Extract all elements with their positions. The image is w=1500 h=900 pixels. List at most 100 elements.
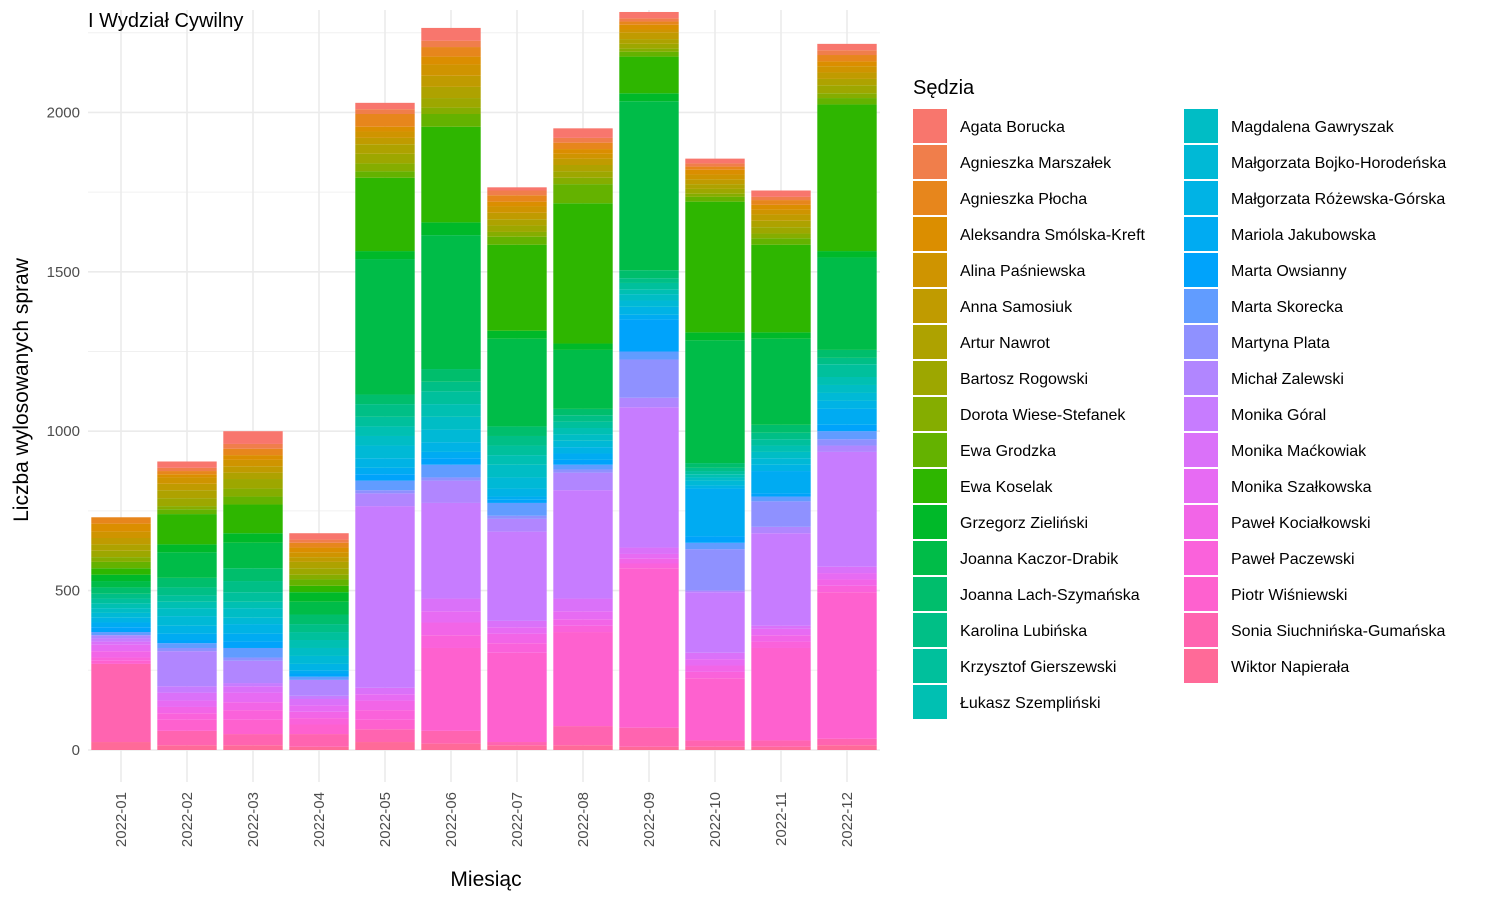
bar-segment xyxy=(685,549,745,591)
bar-segment xyxy=(223,657,283,661)
bar-segment xyxy=(487,518,547,532)
bar-segment xyxy=(685,196,745,202)
legend-label: Ewa Grodzka xyxy=(960,443,1056,460)
bar-segment xyxy=(619,294,679,301)
bar-segment xyxy=(223,710,283,720)
bar-segment xyxy=(289,647,349,656)
legend-swatch xyxy=(1184,469,1218,503)
bar-segment xyxy=(685,477,745,481)
legend-swatch xyxy=(1184,325,1218,359)
bar-segment xyxy=(289,670,349,674)
bar-segment xyxy=(223,568,283,582)
bar-segment xyxy=(487,195,547,202)
bar-segment xyxy=(685,467,745,472)
bar-segment xyxy=(289,676,349,680)
bar-segment xyxy=(289,568,349,575)
bar-segment xyxy=(685,184,745,189)
bar-segment xyxy=(817,573,877,580)
bar-segment xyxy=(751,451,811,459)
bar-segment xyxy=(421,47,481,57)
bar-segment xyxy=(751,458,811,465)
bar-segment xyxy=(553,184,613,204)
bar-segment xyxy=(619,289,679,295)
legend-label: Paweł Kociałkowski xyxy=(1231,515,1371,532)
bar-segment xyxy=(157,700,217,707)
bar-segment xyxy=(421,369,481,382)
bar-segment xyxy=(289,552,349,558)
bar-segment xyxy=(91,587,151,594)
bar-segment xyxy=(91,603,151,609)
bar-segment xyxy=(817,55,877,62)
bar-segment xyxy=(157,506,217,510)
bar-segment xyxy=(553,469,613,473)
bar-segment xyxy=(685,332,745,341)
bar-segment xyxy=(157,706,217,714)
bar-segment xyxy=(289,624,349,633)
bar-segment xyxy=(751,238,811,245)
bar-segment xyxy=(223,488,283,497)
bar-segment xyxy=(685,746,745,750)
bar-segment xyxy=(157,633,217,641)
bar-segment xyxy=(289,655,349,664)
bar-segment xyxy=(751,190,811,197)
legend-label: Marta Owsianny xyxy=(1231,263,1347,280)
bar-segment xyxy=(355,729,415,743)
legend-swatch xyxy=(1184,613,1218,647)
bar-segment xyxy=(751,432,811,440)
bar-segment xyxy=(289,539,349,543)
bar-segment xyxy=(553,137,613,143)
bar-segment xyxy=(289,614,349,625)
bar-segment xyxy=(487,445,547,456)
bar-segment xyxy=(817,408,877,425)
bar-segment xyxy=(487,499,547,503)
bar-segment xyxy=(487,330,547,339)
legend-swatch xyxy=(913,469,947,503)
bar-segment xyxy=(223,633,283,642)
bar-segment xyxy=(553,177,613,185)
bar-segment xyxy=(223,431,283,444)
bar-segment xyxy=(619,282,679,290)
bar-segment xyxy=(91,644,151,652)
bar-segment xyxy=(685,652,745,660)
bar-segment xyxy=(685,201,745,333)
x-tick-label: 2022-06 xyxy=(443,792,460,847)
bar-segment xyxy=(223,592,283,602)
bar-segment xyxy=(421,64,481,76)
bar-segment xyxy=(619,29,679,33)
legend-label: Marta Skorecka xyxy=(1231,299,1343,316)
bar-segment xyxy=(289,601,349,615)
bar-segment xyxy=(223,719,283,735)
bar-segment xyxy=(817,424,877,432)
bar-segment xyxy=(751,533,811,626)
bar-segment xyxy=(91,635,151,639)
bar-segment xyxy=(223,617,283,625)
bar-segment xyxy=(421,27,481,41)
legend-label: Alina Paśniewska xyxy=(960,263,1086,280)
bar-segment xyxy=(289,711,349,719)
bar-segment xyxy=(91,663,151,743)
bar-segment xyxy=(553,440,613,448)
bar-segment xyxy=(685,179,745,185)
bar-segment xyxy=(487,201,547,207)
bar-segment xyxy=(817,585,877,593)
bar-segment xyxy=(619,300,679,307)
bar-segment xyxy=(619,547,679,554)
bar-segment xyxy=(817,738,877,746)
bar-segment xyxy=(817,384,877,393)
bar-segment xyxy=(487,633,547,644)
bar-segment xyxy=(355,102,415,110)
bar-segment xyxy=(487,488,547,497)
legend-label: Monika Maćkowiak xyxy=(1231,443,1367,460)
bar-segment xyxy=(487,435,547,446)
x-tick-label: 2022-05 xyxy=(377,792,394,847)
bar-segment xyxy=(685,193,745,197)
bar-segment xyxy=(289,632,349,641)
bar-segment xyxy=(421,222,481,236)
bar-segment xyxy=(157,647,217,652)
bar-segment xyxy=(91,598,151,604)
bar-segment xyxy=(157,552,217,578)
bar-segment xyxy=(553,453,613,460)
bar-segment xyxy=(289,585,349,593)
bar-segment xyxy=(487,426,547,436)
bar-segment xyxy=(619,351,679,360)
